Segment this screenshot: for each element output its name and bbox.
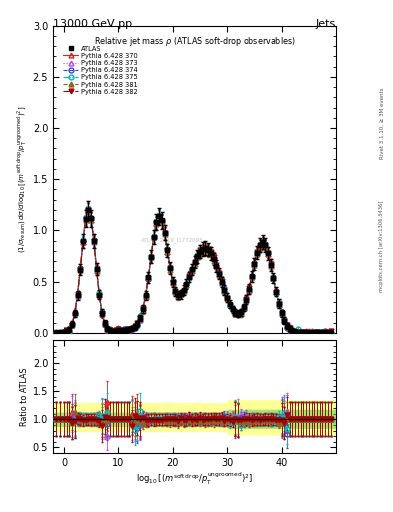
Text: mcplots.cern.ch [arXiv:1306.3436]: mcplots.cern.ch [arXiv:1306.3436] <box>380 200 384 291</box>
Text: Rivet 3.1.10, ≥ 3M events: Rivet 3.1.10, ≥ 3M events <box>380 87 384 159</box>
X-axis label: $\log_{10}[(m^{\rm soft\,drop}/p_{\rm T}^{\rm ungroomed})^2]$: $\log_{10}[(m^{\rm soft\,drop}/p_{\rm T}… <box>136 471 253 487</box>
Y-axis label: $(1/\sigma_{\rm resum})\,d\sigma/d\log_{10}[(m^{\rm soft\,drop}/p_{\rm T}^{\rm u: $(1/\sigma_{\rm resum})\,d\sigma/d\log_{… <box>15 105 29 253</box>
Text: Relative jet mass $\rho$ (ATLAS soft-drop observables): Relative jet mass $\rho$ (ATLAS soft-dro… <box>94 35 296 48</box>
Text: ATLAS_2019_I1772098: ATLAS_2019_I1772098 <box>141 238 203 244</box>
Text: 13000 GeV pp: 13000 GeV pp <box>53 19 132 29</box>
Y-axis label: Ratio to ATLAS: Ratio to ATLAS <box>20 368 29 426</box>
Text: Jets: Jets <box>316 19 336 29</box>
Legend: ATLAS, Pythia 6.428 370, Pythia 6.428 373, Pythia 6.428 374, Pythia 6.428 375, P: ATLAS, Pythia 6.428 370, Pythia 6.428 37… <box>62 45 139 96</box>
